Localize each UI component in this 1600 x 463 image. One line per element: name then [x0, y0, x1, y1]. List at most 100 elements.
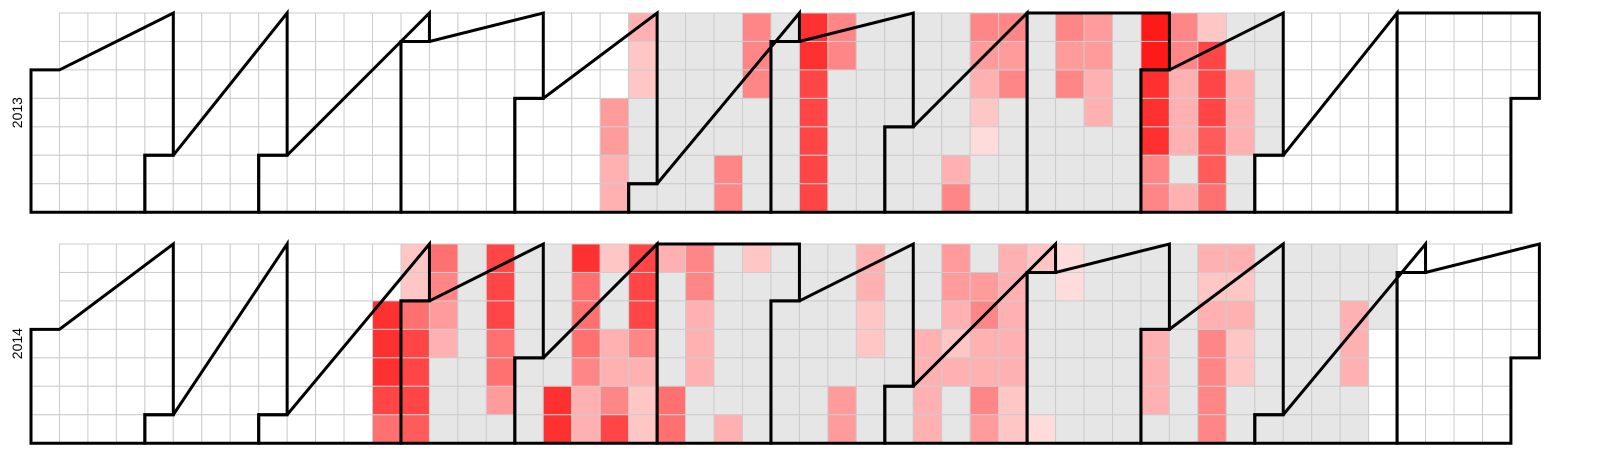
day-cell: [798, 243, 829, 273]
day-cell: [1083, 97, 1113, 128]
day-cell: [969, 271, 1000, 302]
day-cell: [144, 328, 174, 359]
day-cell: [1282, 414, 1313, 444]
day-cell: [1481, 183, 1512, 213]
day-cell: [315, 183, 345, 213]
day-cell: [115, 414, 146, 444]
day-cell: [855, 243, 886, 273]
day-cell: [770, 328, 800, 359]
day-cell: [770, 97, 800, 128]
day-cell: [343, 385, 374, 416]
day-cell: [1055, 126, 1085, 156]
day-cell: [855, 385, 886, 416]
day-cell: [855, 414, 886, 444]
day-cell: [514, 243, 544, 273]
day-cell: [343, 243, 374, 273]
day-cell: [1254, 69, 1284, 99]
day-cell: [1055, 414, 1085, 444]
day-cell: [514, 40, 544, 71]
day-cell: [514, 328, 544, 359]
day-cell: [1168, 271, 1199, 302]
day-cell: [457, 97, 487, 128]
day-cell: [1282, 300, 1313, 330]
day-cell: [343, 414, 374, 444]
day-cell: [229, 154, 260, 185]
day-cell: [1425, 271, 1455, 302]
day-cell: [628, 69, 658, 99]
day-cell: [258, 126, 288, 156]
day-cell: [58, 243, 89, 273]
day-cell: [628, 357, 658, 387]
day-cell: [485, 183, 516, 213]
day-cell: [998, 97, 1028, 128]
day-cell: [1055, 69, 1085, 99]
day-cell: [742, 126, 772, 156]
day-cell: [742, 414, 772, 444]
day-cell: [400, 126, 430, 156]
day-cell: [1481, 97, 1512, 128]
day-cell: [115, 385, 146, 416]
day-cell: [485, 97, 516, 128]
day-cell: [229, 126, 260, 156]
day-cell: [372, 328, 402, 359]
day-cell: [685, 243, 715, 273]
day-cell: [1311, 300, 1341, 330]
day-cell: [428, 183, 459, 213]
day-cell: [286, 271, 317, 302]
day-cell: [428, 69, 459, 99]
day-cell: [770, 126, 800, 156]
day-cell: [1111, 357, 1142, 387]
day-cell: [884, 126, 914, 156]
day-cell: [685, 328, 715, 359]
day-cell: [1453, 328, 1483, 359]
day-cell: [542, 271, 573, 302]
day-cell: [144, 97, 174, 128]
day-cell: [1225, 357, 1256, 387]
day-cell: [258, 385, 288, 416]
day-cell: [87, 183, 117, 213]
day-cell: [428, 328, 459, 359]
day-cell: [1481, 126, 1512, 156]
day-cell: [1083, 154, 1113, 185]
day-cell: [201, 69, 231, 99]
day-cell: [400, 271, 430, 302]
day-cell: [969, 126, 1000, 156]
day-cell: [912, 12, 943, 42]
day-cell: [855, 69, 886, 99]
day-cell: [884, 271, 914, 302]
day-cell: [742, 271, 772, 302]
day-cell: [827, 69, 857, 99]
day-cell: [941, 154, 971, 185]
day-cell: [1510, 69, 1540, 99]
day-cell: [400, 357, 430, 387]
day-cell: [1168, 183, 1199, 213]
day-cell: [1168, 154, 1199, 185]
day-cell: [286, 357, 317, 387]
day-cell: [599, 300, 630, 330]
day-cell: [628, 97, 658, 128]
day-cell: [1140, 40, 1170, 71]
day-cell: [1197, 12, 1227, 42]
day-cell: [1225, 385, 1256, 416]
day-cell: [1425, 357, 1455, 387]
day-cell: [884, 183, 914, 213]
day-cell: [1168, 357, 1199, 387]
day-cell: [1254, 12, 1284, 42]
day-cell: [628, 154, 658, 185]
day-cell: [969, 357, 1000, 387]
day-cell: [172, 414, 203, 444]
day-cell: [941, 183, 971, 213]
day-cell: [115, 40, 146, 71]
day-cell: [656, 414, 687, 444]
day-cell: [742, 357, 772, 387]
day-cell: [912, 271, 943, 302]
day-cell: [1083, 69, 1113, 99]
day-cell: [1055, 97, 1085, 128]
day-cell: [742, 328, 772, 359]
day-cell: [941, 414, 971, 444]
day-cell: [400, 385, 430, 416]
day-cell: [855, 271, 886, 302]
day-cell: [1425, 385, 1455, 416]
day-cell: [172, 97, 203, 128]
day-cell: [1083, 12, 1113, 42]
